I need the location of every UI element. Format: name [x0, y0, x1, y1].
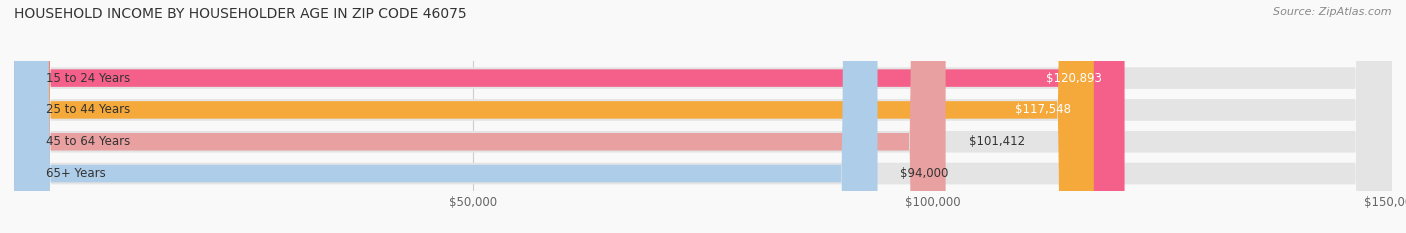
FancyBboxPatch shape — [14, 0, 1094, 233]
Text: $120,893: $120,893 — [1046, 72, 1102, 85]
Text: $117,548: $117,548 — [1015, 103, 1071, 116]
FancyBboxPatch shape — [14, 0, 1392, 233]
Text: 15 to 24 Years: 15 to 24 Years — [46, 72, 131, 85]
Text: 65+ Years: 65+ Years — [46, 167, 105, 180]
FancyBboxPatch shape — [14, 0, 1392, 233]
FancyBboxPatch shape — [14, 0, 1392, 233]
FancyBboxPatch shape — [14, 0, 1392, 233]
Text: 45 to 64 Years: 45 to 64 Years — [46, 135, 131, 148]
Text: 25 to 44 Years: 25 to 44 Years — [46, 103, 131, 116]
Text: $101,412: $101,412 — [969, 135, 1025, 148]
Text: Source: ZipAtlas.com: Source: ZipAtlas.com — [1274, 7, 1392, 17]
FancyBboxPatch shape — [14, 0, 877, 233]
Text: $94,000: $94,000 — [900, 167, 949, 180]
Text: HOUSEHOLD INCOME BY HOUSEHOLDER AGE IN ZIP CODE 46075: HOUSEHOLD INCOME BY HOUSEHOLDER AGE IN Z… — [14, 7, 467, 21]
FancyBboxPatch shape — [14, 0, 1125, 233]
FancyBboxPatch shape — [14, 0, 946, 233]
